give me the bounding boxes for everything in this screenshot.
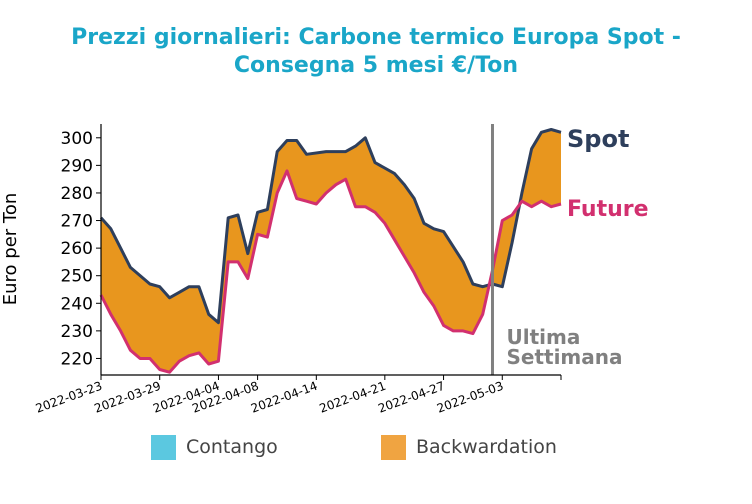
y-tick-label: 300: [61, 129, 93, 149]
y-tick-label: 280: [61, 184, 93, 204]
y-tick-label: 220: [61, 349, 93, 369]
x-tick-label: 2022-03-29: [92, 379, 162, 416]
y-tick-label: 240: [61, 294, 93, 314]
y-tick-label: 260: [61, 239, 93, 259]
x-tick-label: 2022-04-27: [376, 379, 446, 416]
series-label-future: Future: [567, 197, 649, 222]
y-tick-label: 270: [61, 212, 93, 232]
y-axis-label: Euro per Ton: [0, 193, 21, 306]
marker-label-line1: Ultima: [506, 325, 580, 349]
chart-title-line1: Prezzi giornalieri: Carbone termico Euro…: [71, 25, 681, 50]
y-tick-label: 290: [61, 156, 93, 176]
legend-label-backwardation: Backwardation: [416, 436, 557, 458]
x-tick-label: 2022-04-14: [249, 379, 319, 416]
legend-item-backwardation: Backwardation: [381, 432, 557, 462]
chart-title-line2: Consegna 5 mesi €/Ton: [233, 53, 519, 78]
series-label-spot: Spot: [567, 125, 629, 153]
y-axis: 220 230 240 250 260 270 280 290 300: [61, 124, 102, 375]
chart-title: Prezzi giornalieri: Carbone termico Euro…: [0, 24, 752, 80]
legend-swatch-contango: [151, 434, 176, 460]
series-line-future: [99, 169, 562, 374]
y-tick-label: 230: [61, 322, 93, 342]
legend-item-contango: Contango: [151, 432, 278, 462]
legend-label-contango: Contango: [186, 436, 278, 458]
x-tick-label: 2022-04-21: [318, 379, 388, 416]
legend-swatch-backwardation: [381, 434, 406, 460]
x-tick-label: 2022-03-23: [34, 379, 104, 416]
x-axis: 2022-03-232022-03-292022-04-042022-04-08…: [34, 374, 562, 416]
x-tick-label: 2022-05-03: [435, 379, 505, 416]
y-tick-label: 250: [61, 267, 93, 287]
marker-label-line2: Settimana: [506, 345, 622, 369]
backwardation-area: [101, 129, 561, 373]
